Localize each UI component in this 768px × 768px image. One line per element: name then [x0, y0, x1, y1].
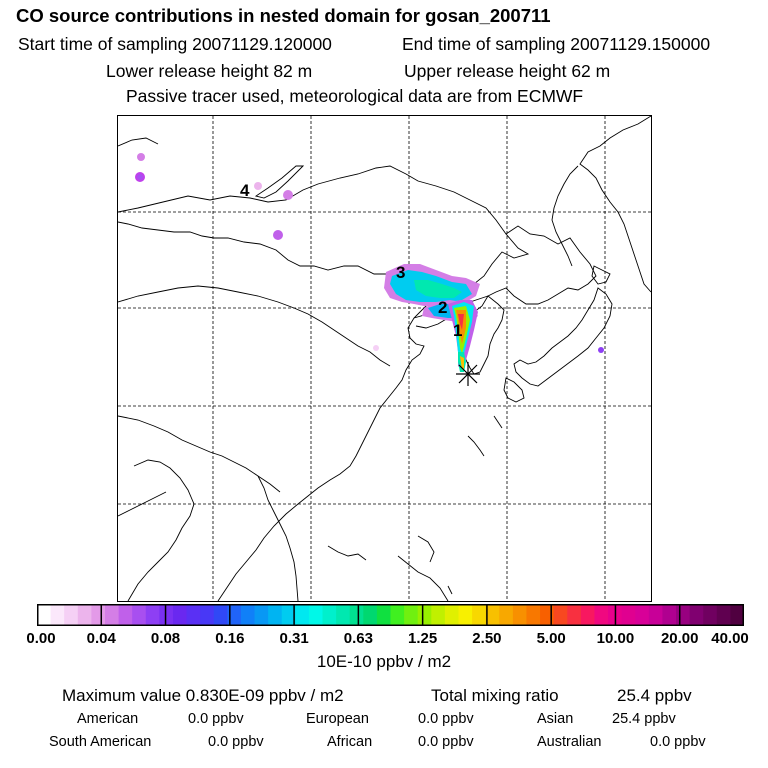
colorbar-swatch — [580, 604, 596, 626]
colorbar-swatch — [390, 604, 405, 626]
colorbar-swatch — [635, 604, 650, 626]
colorbar — [37, 604, 744, 626]
region-european-name: European — [306, 711, 369, 727]
colorbar-swatch — [689, 604, 704, 626]
colorbar-swatch — [227, 604, 242, 626]
colorbar-swatch — [213, 604, 228, 626]
colorbar-swatch — [417, 604, 432, 626]
colorbar-swatch — [621, 604, 636, 626]
colorbar-swatch — [676, 604, 691, 626]
colorbar-tick-label: 0.08 — [150, 630, 181, 647]
region-african-value: 0.0 ppbv — [418, 734, 474, 750]
colorbar-swatch — [254, 604, 269, 626]
colorbar-swatch — [499, 604, 514, 626]
colorbar-swatch — [37, 604, 52, 626]
colorbar-tick-label: 0.00 — [26, 630, 56, 647]
colorbar-swatch — [730, 604, 744, 626]
region-asian-value: 25.4 ppbv — [612, 711, 676, 727]
colorbar-swatch — [240, 604, 256, 626]
colorbar-swatch — [50, 604, 65, 626]
colorbar-tick-label: 0.63 — [343, 630, 373, 647]
lat-lon-grid — [118, 116, 651, 601]
colorbar-swatch — [662, 604, 677, 626]
colorbar-swatch — [77, 604, 92, 626]
region-south-american-value: 0.0 ppbv — [208, 734, 264, 750]
colorbar-swatch — [512, 604, 528, 626]
colorbar-swatch — [281, 604, 296, 626]
colorbar-swatch — [472, 604, 487, 626]
sampling-end: End time of sampling 20071129.150000 — [402, 34, 711, 54]
region-european-value: 0.0 ppbv — [418, 711, 474, 727]
colorbar-swatch — [91, 604, 106, 626]
colorbar-swatch — [485, 604, 500, 626]
cluster-label-2: 2 — [438, 298, 447, 317]
upper-release-height: Upper release height 62 m — [404, 61, 611, 81]
colorbar-swatch — [159, 604, 174, 626]
region-south-american-name: South American — [49, 734, 152, 750]
colorbar-swatch — [336, 604, 351, 626]
region-american-name: American — [77, 711, 139, 727]
total-mixing-ratio-value: 25.4 ppbv — [617, 686, 692, 705]
total-mixing-ratio-label: Total mixing ratio — [431, 686, 559, 705]
colorbar-swatch — [648, 604, 664, 626]
lower-release-height: Lower release height 82 m — [106, 61, 313, 81]
colorbar-swatch — [172, 604, 188, 626]
map-svg: 4 3 2 1 — [118, 116, 651, 601]
colorbar-tick-label: 0.31 — [279, 630, 309, 647]
colorbar-swatch — [431, 604, 446, 626]
colorbar-swatch — [268, 604, 283, 626]
colorbar-swatch — [145, 604, 160, 626]
colorbar-tick-label: 2.50 — [472, 630, 502, 647]
map-panel: 4 3 2 1 — [117, 115, 652, 602]
colorbar-swatch — [444, 604, 460, 626]
colorbar-swatch — [526, 604, 541, 626]
sampling-start: Start time of sampling 20071129.120000 — [18, 34, 332, 54]
colorbar-unit: 10E-10 ppbv / m2 — [316, 652, 452, 671]
colorbar-swatch — [540, 604, 555, 626]
colorbar-swatch — [567, 604, 582, 626]
colorbar-swatch — [308, 604, 324, 626]
colorbar-tick-label: 40.00 — [711, 630, 749, 647]
colorbar-swatch — [186, 604, 201, 626]
station-star-icon — [456, 362, 480, 386]
colorbar-swatch — [132, 604, 147, 626]
tracer-plume — [135, 153, 604, 372]
colorbar-swatch — [703, 604, 718, 626]
colorbar-swatch — [118, 604, 133, 626]
region-australian-name: Australian — [537, 734, 602, 750]
colorbar-tick-label: 20.00 — [660, 630, 699, 647]
tracer-note: Passive tracer used, meteorological data… — [126, 86, 584, 106]
region-australian-value: 0.0 ppbv — [650, 734, 706, 750]
colorbar-tick-label: 5.00 — [536, 630, 566, 647]
region-american-value: 0.0 ppbv — [188, 711, 244, 727]
colorbar-swatch — [716, 604, 732, 626]
region-asian-name: Asian — [537, 711, 574, 727]
region-african-name: African — [327, 734, 373, 750]
cluster-label-3: 3 — [396, 263, 405, 282]
coastlines-borders — [118, 116, 651, 601]
colorbar-swatch — [200, 604, 215, 626]
colorbar-swatch — [553, 604, 568, 626]
colorbar-swatch — [104, 604, 120, 626]
colorbar-swatch — [376, 604, 392, 626]
colorbar-swatch — [404, 604, 419, 626]
colorbar-swatch — [349, 604, 364, 626]
cluster-label-4: 4 — [240, 181, 250, 200]
colorbar-tick-label: 0.16 — [215, 630, 245, 647]
plot-title: CO source contributions in nested domain… — [16, 5, 551, 26]
colorbar-swatch — [363, 604, 378, 626]
colorbar-swatch — [64, 604, 79, 626]
colorbar-tick-label: 10.00 — [596, 630, 635, 647]
maximum-value: Maximum value 0.830E-09 ppbv / m2 — [62, 686, 344, 705]
colorbar-tick-label: 1.25 — [408, 630, 438, 647]
colorbar-swatch — [295, 604, 310, 626]
colorbar-swatch — [458, 604, 473, 626]
colorbar-swatch — [594, 604, 609, 626]
colorbar-swatch — [322, 604, 337, 626]
cluster-label-1: 1 — [453, 321, 462, 340]
colorbar-border — [37, 604, 744, 626]
colorbar-tick-label: 0.04 — [86, 630, 116, 647]
